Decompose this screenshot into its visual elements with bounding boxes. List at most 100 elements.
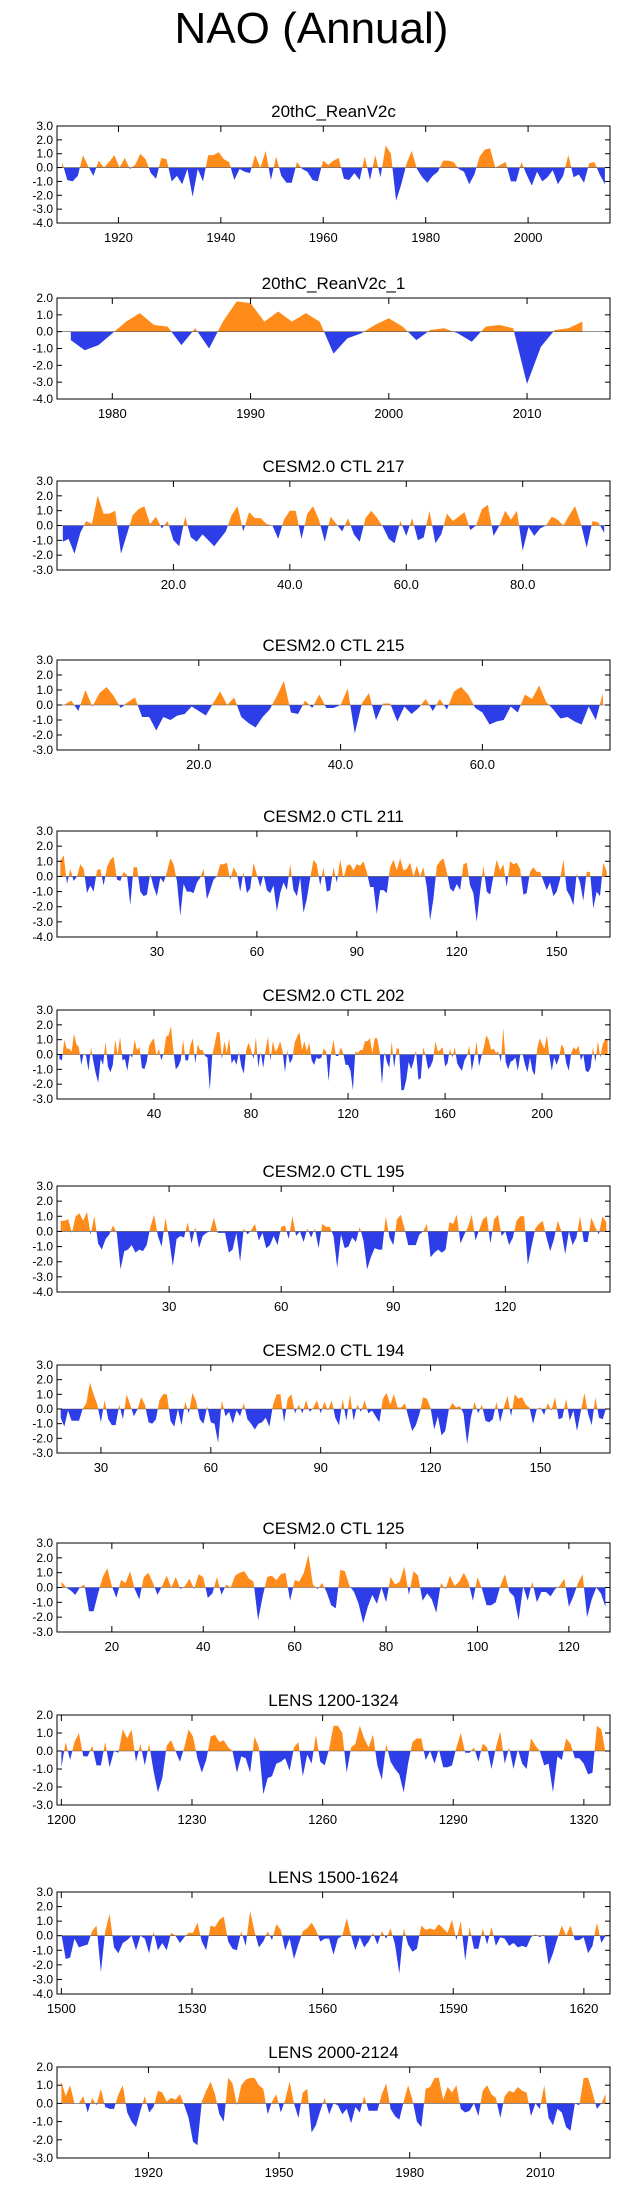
ytick-label: 0.0 — [36, 1929, 53, 1943]
panel-title: CESM2.0 CTL 195 — [262, 1162, 404, 1181]
negative-area — [66, 876, 602, 922]
ytick-label: -4.0 — [32, 1285, 53, 1299]
ytick-label: 3.0 — [36, 1358, 53, 1372]
xtick-label: 60 — [274, 1299, 288, 1314]
xtick-label: 60.0 — [394, 577, 419, 592]
ytick-label: -4.0 — [32, 1987, 53, 2001]
xtick-label: 2000 — [374, 406, 403, 421]
ytick-label: -1.0 — [32, 533, 53, 547]
ytick-label: 1.0 — [36, 1387, 53, 1401]
xtick-label: 120 — [558, 1639, 580, 1654]
xtick-label: 60 — [250, 944, 264, 959]
positive-area — [62, 145, 597, 168]
xtick-label: 60 — [204, 1460, 218, 1475]
xtick-label: 90 — [313, 1460, 327, 1475]
negative-area — [64, 705, 603, 734]
xtick-label: 1920 — [104, 230, 133, 245]
panel-8: CESM2.0 CTL 194 3.02.01.00.0-1.0-2.0-3.0 3… — [32, 1341, 611, 1475]
ytick-label: 0.0 — [36, 1402, 53, 1416]
positive-area — [61, 2077, 606, 2104]
panel-12: LENS 2000-2124 2.0 1.0 0.0 -1.0 -2.0 -3.0 1920 1… — [32, 2043, 611, 2180]
ytick-label: 1.0 — [36, 1726, 53, 1740]
ytick-label: 3.0 — [36, 1179, 53, 1193]
panel-11: LENS 1500-1624 3.02.01.00.0-1.0-2.0-3.0-4… — [32, 1868, 611, 2016]
ytick-label: -3.0 — [32, 1092, 53, 1106]
ytick-label: -3.0 — [32, 563, 53, 577]
ytick-label: 1.0 — [36, 1914, 53, 1928]
panel-title: CESM2.0 CTL 194 — [262, 1341, 404, 1360]
xtick-label: 80 — [379, 1639, 393, 1654]
negative-area — [62, 167, 605, 201]
ytick-label: 3.0 — [36, 653, 53, 667]
xtick-label: 1980 — [98, 406, 127, 421]
ytick-label: 2.0 — [36, 1373, 53, 1387]
panel-1: 20thC_ReanV2c 3.02.01.00.0-1.0-2.0-3.0-4.… — [32, 102, 611, 245]
ytick-label: 3.0 — [36, 474, 53, 488]
panel-title: 20thC_ReanV2c_1 — [262, 274, 406, 293]
xtick-label: 1230 — [178, 1812, 207, 1827]
xtick-label: 1980 — [395, 2165, 424, 2180]
ytick-label: -1.0 — [32, 1943, 53, 1957]
ytick-label: -1.0 — [32, 174, 53, 188]
negative-area — [60, 1409, 607, 1445]
xtick-label: 40 — [196, 1639, 210, 1654]
positive-area — [60, 855, 607, 877]
ytick-label: 3.0 — [36, 824, 53, 838]
panel-title: LENS 1200-1324 — [268, 1691, 398, 1710]
ytick-label: 0.0 — [36, 1581, 53, 1595]
xtick-label: 30 — [162, 1299, 176, 1314]
ytick-label: 2.0 — [36, 1551, 53, 1565]
xtick-label: 120 — [337, 1106, 359, 1121]
panel-2: 20thC_ReanV2c_1 2.0 1.0 0.0 -1.0 -2.0 -3.0 -4.0… — [32, 274, 611, 421]
panel-9: CESM2.0 CTL 125 3.02.01.00.0-1.0-2.0-3.0 2… — [32, 1519, 611, 1654]
xtick-label: 20.0 — [186, 757, 211, 772]
ytick-label: -1.0 — [32, 2115, 53, 2129]
negative-area — [71, 1231, 600, 1270]
ytick-label: 1.0 — [36, 854, 53, 868]
positive-area — [59, 1026, 608, 1055]
xtick-label: 160 — [434, 1106, 456, 1121]
ytick-label: 0.0 — [36, 698, 53, 712]
panel-4: CESM2.0 CTL 215 3.02.01.00.0-1.0-2.0-3.0 2… — [32, 636, 611, 772]
panel-title: LENS 2000-2124 — [268, 2043, 398, 2062]
ytick-label: 2.0 — [36, 1018, 53, 1032]
panel-title: CESM2.0 CTL 125 — [262, 1519, 404, 1538]
plot-frame — [56, 830, 611, 938]
ytick-label: -2.0 — [32, 1958, 53, 1972]
ytick-label: 2.0 — [36, 489, 53, 503]
xtick-label: 2010 — [513, 406, 542, 421]
xtick-label: 80 — [244, 1106, 258, 1121]
ytick-label: -3.0 — [32, 1798, 53, 1812]
xtick-label: 60 — [287, 1639, 301, 1654]
ytick-label: 1.0 — [36, 1033, 53, 1047]
ytick-label: -2.0 — [32, 548, 53, 562]
xtick-label: 1620 — [569, 2001, 598, 2016]
ytick-label: 1.0 — [36, 1566, 53, 1580]
plot-frame — [56, 1714, 611, 1806]
ytick-label: -3.0 — [32, 1270, 53, 1284]
positive-area — [61, 1554, 606, 1588]
negative-area — [62, 525, 605, 554]
ytick-label: -2.0 — [32, 1610, 53, 1624]
panel-title: CESM2.0 CTL 211 — [263, 807, 404, 826]
ytick-label: -1.0 — [32, 885, 53, 899]
xtick-label: 90 — [350, 944, 364, 959]
ytick-label: 3.0 — [36, 1536, 53, 1550]
negative-area — [61, 1935, 606, 1974]
xtick-label: 120 — [446, 944, 468, 959]
ytick-label: -2.0 — [32, 2133, 53, 2147]
ytick-label: -3.0 — [32, 1972, 53, 1986]
ytick-label: 0.0 — [36, 2096, 53, 2110]
positive-area — [114, 301, 583, 332]
ytick-label: -3.0 — [32, 202, 53, 216]
ytick-label: 0.0 — [36, 1048, 53, 1062]
xtick-label: 1290 — [439, 1812, 468, 1827]
ytick-label: 0.0 — [36, 1224, 53, 1238]
ytick-label: -1.0 — [32, 713, 53, 727]
ytick-label: 3.0 — [36, 1003, 53, 1017]
ytick-label: 0.0 — [36, 869, 53, 883]
xtick-label: 1200 — [47, 1812, 76, 1827]
xtick-label: 90 — [386, 1299, 400, 1314]
